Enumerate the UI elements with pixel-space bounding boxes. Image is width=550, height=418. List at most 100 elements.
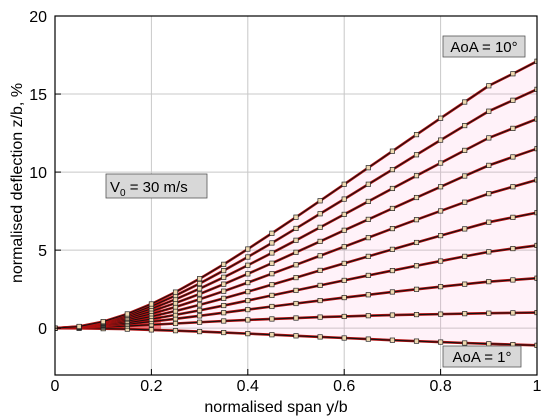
- data-point: [510, 277, 516, 283]
- y-axis-label: normalised deflection z/b, %: [9, 83, 26, 283]
- data-point: [269, 292, 275, 298]
- data-point: [245, 271, 251, 277]
- aoa-bottom-annotation-text: AoA = 1°: [453, 349, 512, 366]
- aoa-bottom-annotation-box: [442, 345, 522, 368]
- data-point: [413, 132, 420, 138]
- data-point: [413, 152, 420, 158]
- x-tick-label-1: 0.2: [140, 378, 162, 395]
- tick-marks: [54, 15, 538, 375]
- data-point: [197, 276, 203, 282]
- velocity-annotation-box: [105, 173, 208, 199]
- data-point: [413, 338, 420, 344]
- y-tick-label-0: 0: [38, 321, 47, 338]
- data-point: [341, 335, 347, 341]
- data-point: [389, 148, 395, 154]
- velocity-annotation-text: V0 = 30 m/s: [110, 179, 188, 199]
- data-point: [438, 258, 444, 264]
- data-point: [462, 281, 468, 287]
- data-point: [269, 332, 275, 338]
- data-point: [462, 226, 468, 232]
- y-tick-labels: 0 5 10 15 20: [29, 9, 47, 338]
- data-point: [269, 240, 275, 246]
- series-4: [55, 242, 537, 331]
- data-point: [438, 311, 444, 317]
- data-point: [293, 333, 299, 339]
- data-point: [389, 289, 395, 295]
- data-point: [413, 194, 420, 201]
- data-point: [341, 181, 347, 187]
- data-point: [486, 135, 492, 141]
- data-point: [245, 331, 251, 337]
- data-point: [365, 216, 371, 222]
- data-point: [293, 237, 299, 243]
- data-point: [269, 260, 275, 266]
- x-tick-label-3: 0.6: [333, 378, 355, 395]
- data-point: [269, 230, 275, 236]
- series-2: [55, 310, 537, 331]
- data-point: [293, 287, 299, 293]
- data-point: [510, 71, 516, 77]
- data-point: [269, 271, 275, 277]
- data-point: [413, 239, 420, 246]
- velocity-value: = 30 m/s: [126, 179, 188, 196]
- x-tick-label-4: 0.8: [429, 378, 451, 395]
- data-point: [389, 226, 395, 232]
- data-point: [510, 184, 516, 190]
- data-point: [245, 254, 251, 260]
- data-point: [510, 310, 516, 316]
- data-point: [221, 318, 227, 324]
- data-point: [148, 327, 154, 333]
- data-point: [438, 115, 444, 121]
- y-tick-label-3: 15: [29, 87, 47, 104]
- data-point: [341, 313, 347, 320]
- velocity-annotation: V0 = 30 m/s: [105, 173, 208, 199]
- x-tick-labels: 0 0.2 0.4 0.6 0.8 1: [51, 378, 542, 395]
- data-point: [245, 289, 251, 295]
- data-point: [221, 329, 227, 336]
- data-point: [462, 173, 468, 179]
- data-point: [172, 289, 179, 295]
- data-point: [365, 292, 371, 298]
- data-point: [221, 268, 227, 274]
- data-point: [293, 300, 299, 307]
- data-point: [317, 282, 323, 288]
- data-point: [510, 97, 516, 103]
- data-point: [148, 301, 154, 307]
- data-point: [293, 225, 299, 231]
- series-layer: [55, 58, 537, 348]
- data-point: [389, 246, 395, 252]
- data-point: [413, 286, 420, 292]
- data-point: [245, 307, 251, 313]
- series-5: [55, 210, 537, 331]
- data-point: [510, 125, 516, 131]
- data-point: [413, 312, 420, 318]
- data-point: [317, 198, 323, 204]
- data-point: [486, 219, 492, 225]
- data-point: [486, 83, 492, 89]
- data-point: [462, 311, 468, 317]
- data-point: [462, 147, 468, 153]
- data-point: [341, 295, 347, 301]
- data-point: [221, 288, 227, 294]
- data-point: [365, 272, 371, 278]
- data-point: [413, 217, 420, 223]
- data-point: [462, 123, 468, 129]
- series-7: [55, 146, 537, 331]
- data-point: [197, 286, 203, 292]
- data-point: [486, 108, 492, 114]
- data-point: [172, 320, 179, 327]
- data-point: [293, 262, 299, 268]
- data-point: [245, 246, 251, 252]
- data-point: [389, 205, 395, 212]
- data-point: [197, 280, 203, 287]
- aoa-bottom-annotation: AoA = 1°: [442, 345, 522, 368]
- data-point: [341, 196, 347, 202]
- data-point: [221, 281, 227, 287]
- data-point: [76, 323, 82, 330]
- data-point: [221, 310, 227, 316]
- data-point: [245, 262, 251, 268]
- data-point: [438, 137, 444, 143]
- data-point: [365, 165, 371, 171]
- aoa-top-annotation: AoA = 10°: [442, 35, 526, 58]
- data-point: [221, 302, 227, 309]
